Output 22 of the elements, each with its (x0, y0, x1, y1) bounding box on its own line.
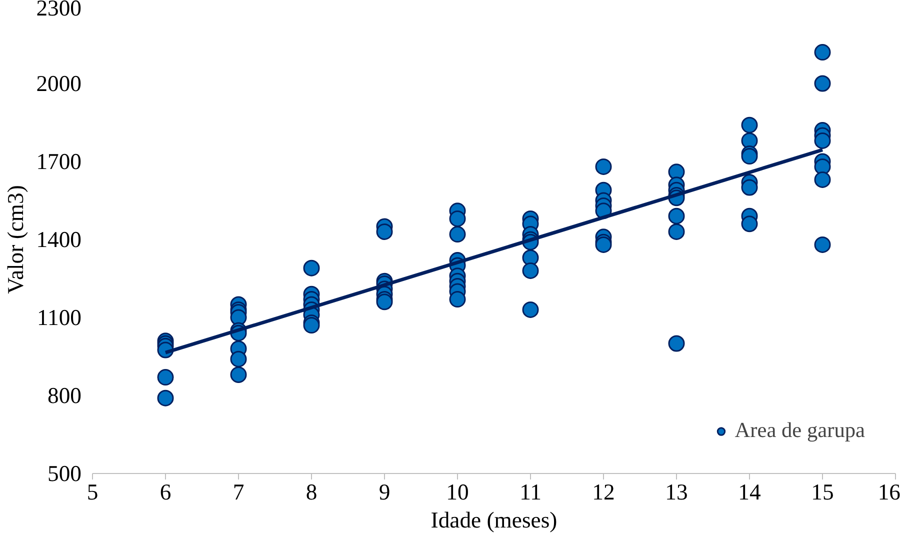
legend-label: Area de garupa (734, 418, 865, 443)
x-tick-label: 8 (306, 480, 318, 504)
y-tick-label: 2300 (36, 0, 82, 20)
y-tick-label: 1100 (37, 305, 82, 330)
y-tick-label: 500 (48, 461, 82, 486)
x-tick-label: 15 (811, 480, 834, 504)
y-tick-label: 1400 (36, 227, 82, 252)
x-tick-label: 6 (160, 480, 172, 504)
x-axis-title: Idade (meses) (430, 508, 558, 532)
x-tick-label: 11 (520, 480, 542, 504)
x-tick-label: 9 (378, 480, 390, 504)
x-tick-label: 5 (86, 480, 98, 504)
y-tick-label: 1700 (36, 149, 82, 174)
y-axis-title: Valor (cm3) (3, 185, 28, 294)
y-tick-label: 800 (48, 383, 82, 408)
x-tick-label: 14 (738, 480, 761, 504)
x-tick-label: 10 (446, 480, 469, 504)
y-tick-label: 2000 (36, 71, 82, 96)
x-tick-label: 7 (232, 480, 244, 504)
x-tick-label: 16 (878, 480, 900, 504)
x-tick-label: 12 (592, 480, 615, 504)
x-tick-label: 13 (665, 480, 688, 504)
